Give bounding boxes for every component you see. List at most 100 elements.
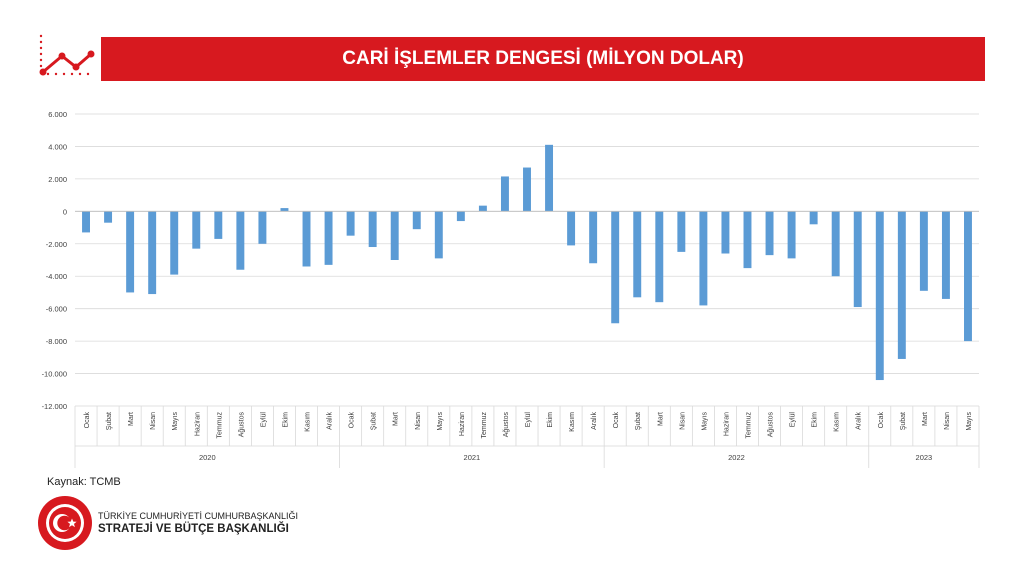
bar <box>302 211 311 267</box>
bar <box>897 211 906 359</box>
x-tick-label: Ocak <box>878 412 885 429</box>
y-tick-label: 4.000 <box>48 142 67 151</box>
x-tick-label: Haziran <box>459 412 466 436</box>
x-tick-label: Temmuz <box>745 412 752 439</box>
trend-chart-icon <box>39 34 95 76</box>
y-tick-label: -10.000 <box>42 370 67 379</box>
x-tick-label: Nisan <box>679 412 686 430</box>
x-tick-label: Eylül <box>525 412 532 428</box>
y-tick-label: 0 <box>63 207 67 216</box>
bar <box>390 211 399 260</box>
bar <box>611 211 620 324</box>
bar <box>743 211 752 269</box>
bar <box>258 211 267 244</box>
title-banner: CARİ İŞLEMLER DENGESİ (MİLYON DOLAR) <box>101 37 985 81</box>
bar <box>126 211 135 293</box>
x-tick-label: Ocak <box>349 412 356 429</box>
x-tick-label: Ekim <box>547 412 554 428</box>
x-tick-label: Temmuz <box>481 412 488 439</box>
x-tick-label: Ağustos <box>768 412 775 438</box>
bar <box>500 176 509 212</box>
bar <box>677 211 686 252</box>
bar <box>412 211 421 230</box>
bar <box>236 211 245 270</box>
bar <box>478 205 487 212</box>
x-tick-label: Ekim <box>812 412 819 428</box>
org-line-2: STRATEJİ VE BÜTÇE BAŞKANLIĞI <box>98 523 289 535</box>
x-tick-label: Temmuz <box>216 412 223 439</box>
crescent-star-seal-icon <box>38 496 92 550</box>
bar <box>148 211 157 295</box>
y-tick-label: -12.000 <box>42 402 67 411</box>
x-tick-label: Haziran <box>723 412 730 436</box>
x-tick-label: Aralık <box>591 412 598 430</box>
org-line-1: TÜRKİYE CUMHURİYETİ CUMHURBAŞKANLIĞI <box>98 511 299 521</box>
brand-block: TÜRKİYE CUMHURİYETİ CUMHURBAŞKANLIĞI STR… <box>36 494 336 554</box>
year-label: 2020 <box>199 453 216 462</box>
x-tick-label: Kasım <box>305 412 312 432</box>
x-tick-label: Mart <box>393 412 400 426</box>
bar <box>82 211 90 233</box>
bar <box>346 211 355 236</box>
x-tick-label: Nisan <box>415 412 422 430</box>
bar <box>434 211 443 259</box>
source-note: Kaynak: TCMB <box>47 476 121 488</box>
y-tick-label: 6.000 <box>48 110 67 119</box>
bar <box>280 208 289 212</box>
x-tick-label: Nisan <box>944 412 951 430</box>
bar <box>721 211 730 254</box>
x-tick-label: Şubat <box>900 412 907 430</box>
bar <box>368 211 377 248</box>
bar <box>567 211 576 246</box>
x-tick-label: Mayıs <box>437 412 444 431</box>
x-tick-label: Ekim <box>282 412 289 428</box>
x-tick-label: Mayıs <box>172 412 179 431</box>
bar <box>456 211 465 222</box>
x-tick-label: Ağustos <box>503 412 510 438</box>
bar <box>787 211 796 259</box>
bar <box>809 211 818 225</box>
bar <box>831 211 840 277</box>
x-tick-label: Mayıs <box>701 412 708 431</box>
x-tick-label: Şubat <box>635 412 642 430</box>
bar <box>545 144 554 212</box>
bar <box>964 211 972 342</box>
x-tick-label: Haziran <box>194 412 201 436</box>
year-label: 2021 <box>464 453 481 462</box>
page-title: CARİ İŞLEMLER DENGESİ (MİLYON DOLAR) <box>342 48 744 69</box>
x-tick-label: Mayıs <box>966 412 973 431</box>
y-tick-label: -2.000 <box>46 240 67 249</box>
x-tick-label: Eylül <box>790 412 797 428</box>
bar <box>523 167 531 212</box>
bar <box>655 211 664 303</box>
x-tick-label: Şubat <box>371 412 378 430</box>
bar <box>875 211 884 381</box>
bar <box>633 211 642 298</box>
x-tick-label: Ağustos <box>238 412 245 438</box>
x-tick-label: Nisan <box>150 412 157 430</box>
year-label: 2022 <box>728 453 745 462</box>
bar <box>324 211 333 265</box>
x-tick-label: Kasım <box>569 412 576 432</box>
bar <box>919 211 928 291</box>
x-tick-label: Mart <box>128 412 135 426</box>
bar <box>104 211 113 223</box>
y-tick-label: -4.000 <box>46 272 67 281</box>
y-tick-label: 2.000 <box>48 175 67 184</box>
x-tick-label: Eylül <box>260 412 267 428</box>
x-tick-label: Aralık <box>856 412 863 430</box>
x-tick-label: Ocak <box>84 412 91 429</box>
bar <box>192 211 201 249</box>
bar <box>941 211 950 299</box>
x-tick-label: Mart <box>922 412 929 426</box>
x-tick-label: Ocak <box>613 412 620 429</box>
bar <box>853 211 862 308</box>
y-tick-label: -8.000 <box>46 337 67 346</box>
bar <box>699 211 708 306</box>
bar <box>170 211 179 275</box>
current-account-chart: 6.000 4.000 2.000 0 -2.000 -4.000 -6.000 -8.000… <box>42 110 980 468</box>
bar <box>589 211 598 264</box>
x-tick-label: Aralık <box>327 412 334 430</box>
year-label: 2023 <box>916 453 933 462</box>
x-tick-label: Şubat <box>106 412 113 430</box>
